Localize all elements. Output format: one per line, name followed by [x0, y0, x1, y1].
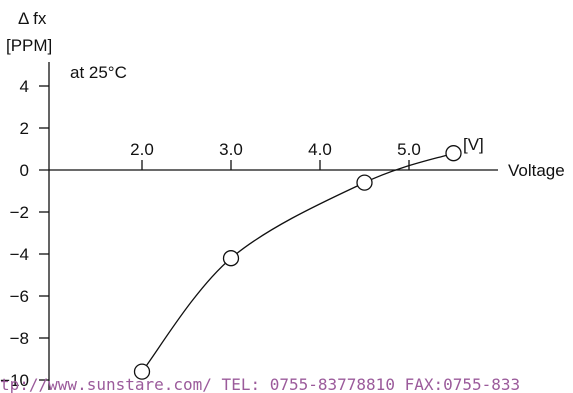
data-points [133, 145, 462, 380]
y-tick-label: −8 [10, 329, 29, 348]
y-tick-label: −6 [10, 287, 29, 306]
y-tick-label: −2 [10, 203, 29, 222]
watermark: tp://www.sunstare.com/ TEL: 0755-8377881… [0, 375, 520, 393]
y-tick-label: 0 [20, 161, 29, 180]
x-tick-label: 5.0 [397, 140, 421, 159]
condition-label: at 25°C [70, 63, 127, 82]
data-point [133, 363, 151, 380]
x-tick-label: 3.0 [219, 140, 243, 159]
data-point [356, 174, 373, 191]
y-ticks: 4 2 0 −2 −4 −6 −8 −10 [0, 77, 49, 390]
y-axis-labels: Δ fx [PPM] [6, 9, 52, 55]
y-tick-label: −4 [10, 245, 29, 264]
data-point [222, 250, 240, 267]
y-tick-label: −10 [0, 371, 29, 390]
x-ticks: 2.0 3.0 4.0 5.0 [130, 140, 421, 170]
x-axis-label: Voltage [508, 161, 565, 180]
y-tick-label: 2 [20, 119, 29, 138]
y-axis-label-unit: [PPM] [6, 36, 52, 55]
y-tick-label: 4 [20, 77, 29, 96]
x-unit-label: [V] [463, 135, 484, 154]
x-tick-label: 2.0 [130, 140, 154, 159]
x-tick-label: 4.0 [308, 140, 332, 159]
series-line [141, 152, 454, 373]
data-point [445, 145, 462, 162]
y-axis-label-symbol: Δ fx [18, 9, 47, 28]
